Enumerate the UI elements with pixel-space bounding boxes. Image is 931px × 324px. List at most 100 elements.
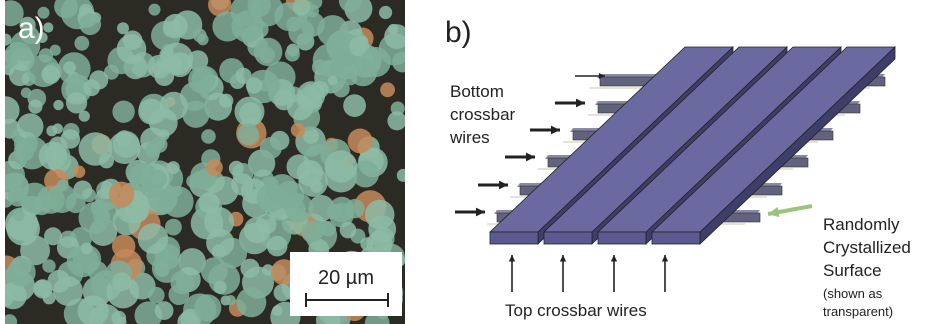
crystal-grain: [53, 100, 63, 110]
arrow-head: [476, 208, 485, 217]
crystal-grain: [53, 276, 83, 306]
crystal-grain: [291, 123, 305, 137]
crystal-grain: [343, 94, 366, 117]
crystal-grain: [274, 284, 291, 301]
crystal-grain: [163, 14, 188, 39]
crystal-grain: [310, 180, 323, 193]
arrow-head: [662, 255, 668, 261]
crystal-grain: [167, 161, 180, 174]
crystal-grain: [193, 29, 207, 43]
bottom-wires-label: Bottom: [450, 82, 504, 101]
crystal-grain: [83, 79, 100, 96]
crystal-grain: [169, 284, 190, 305]
arrow-head: [509, 255, 515, 261]
crystal-grain: [206, 159, 223, 176]
crystal-grain: [8, 187, 28, 207]
crystal-grain: [348, 129, 373, 154]
crystal-grain: [165, 219, 182, 236]
crystal-grain: [74, 36, 89, 51]
top-wires-label: Top crossbar wires: [505, 301, 647, 320]
crystal-grain: [321, 221, 336, 236]
surface-note: transparent): [823, 304, 893, 319]
crystal-grain: [219, 94, 233, 108]
crystal-grain: [236, 287, 266, 317]
surface-label: Surface: [823, 261, 882, 280]
crystal-grain: [226, 295, 236, 305]
crystal-grain: [155, 301, 174, 320]
crystal-grain: [28, 100, 42, 114]
bottom-wires-label: wires: [449, 128, 490, 147]
crystal-grain: [214, 281, 227, 294]
crystal-grain: [257, 184, 285, 212]
crystal-grain: [117, 34, 147, 64]
crystal-grain: [331, 51, 359, 79]
crystal-grain: [112, 101, 134, 123]
panel-label: b): [445, 16, 472, 49]
crystal-grain: [73, 166, 85, 178]
crystal-grain: [361, 47, 391, 77]
arrow-head: [560, 255, 566, 261]
crystal-grain: [397, 169, 410, 182]
crystal-grain: [194, 294, 221, 321]
crystal-grain: [274, 90, 294, 110]
crystal-grain: [41, 65, 60, 84]
crystal-grain: [340, 222, 357, 239]
crystal-grain: [256, 214, 277, 235]
crystal-grain: [235, 97, 265, 127]
crystal-grain: [231, 173, 253, 195]
crystal-grain: [39, 142, 67, 170]
crystal-grain: [301, 221, 323, 243]
crystal-grain: [149, 108, 178, 137]
crystal-grain: [206, 229, 234, 257]
crystal-grain: [284, 193, 313, 222]
crystal-grain: [328, 75, 338, 85]
crystal-grain: [388, 24, 398, 34]
surface-note: (shown as: [823, 286, 883, 301]
crystal-grain: [47, 184, 76, 213]
crystal-grain: [13, 210, 25, 222]
crystal-grain: [79, 202, 111, 234]
scale-bar-label: 20 µm: [318, 267, 374, 289]
crystal-grain: [7, 258, 36, 287]
crystal-grain: [325, 150, 358, 183]
crystal-grain: [44, 227, 62, 245]
crystal-grain: [240, 259, 259, 278]
crystal-grain: [285, 47, 300, 62]
arrow-head: [551, 126, 560, 135]
crystal-grain: [379, 6, 392, 19]
surface-label: Randomly: [823, 215, 900, 234]
crystal-grain: [387, 111, 406, 130]
top-wire-front: [598, 232, 646, 244]
arrow-head: [576, 99, 585, 108]
crystal-grain: [81, 243, 93, 255]
crystal-grain: [108, 132, 140, 164]
crystal-grain: [79, 13, 101, 35]
crystal-grain: [201, 129, 216, 144]
crystal-grain: [109, 182, 135, 208]
crystal-grain: [17, 113, 44, 140]
crystal-grain: [212, 11, 242, 41]
bottom-wires-label: crossbar: [450, 105, 516, 124]
crystal-grain: [161, 43, 193, 75]
panel-label: a): [18, 12, 45, 45]
crystal-grain: [148, 287, 165, 304]
crystal-grain: [145, 142, 161, 158]
arrow-head: [611, 255, 617, 261]
crystal-grain: [380, 82, 395, 97]
crystal-grain: [199, 192, 220, 213]
top-wire-front: [544, 232, 592, 244]
crystal-grain: [149, 4, 161, 16]
crystal-grain: [149, 170, 167, 188]
crystal-grain: [117, 22, 129, 34]
crystal-grain: [267, 236, 288, 257]
crystal-grain: [172, 186, 182, 196]
crystal-grain: [327, 204, 342, 219]
crystal-grain: [188, 66, 215, 93]
crystal-grain: [297, 81, 325, 109]
crystal-grain: [43, 22, 53, 32]
arrow-head: [499, 181, 508, 190]
figure: a) 20 µm b) Bottom crossbar wires Random…: [0, 0, 931, 324]
top-wire-front: [652, 232, 700, 244]
crystal-grain: [113, 207, 141, 235]
crystal-grain: [152, 254, 181, 283]
